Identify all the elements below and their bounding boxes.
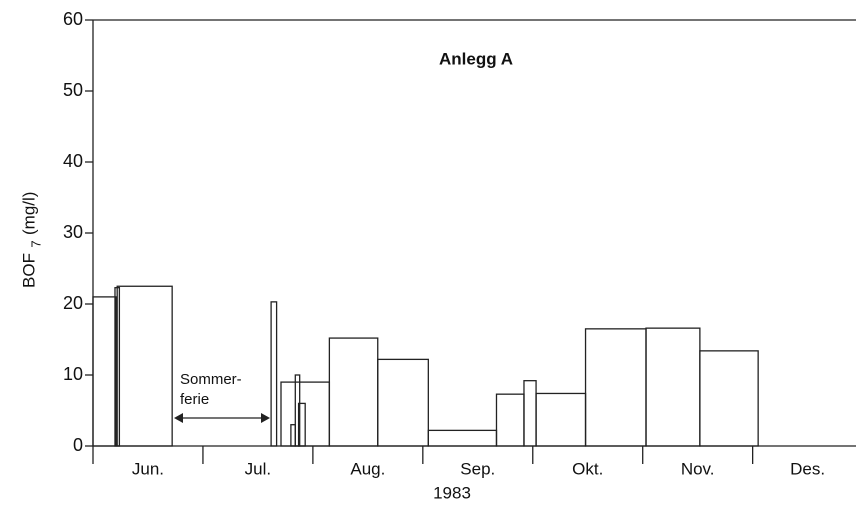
y-tick-label: 50: [63, 80, 83, 100]
x-tick-label: Des.: [790, 459, 825, 478]
y-tick-label: 20: [63, 293, 83, 313]
y-tick-label: 0: [73, 435, 83, 455]
y-axis-label: BOF 7 (mg/l): [19, 192, 43, 288]
x-tick-label: Jul.: [245, 459, 271, 478]
bar: [328, 337, 379, 447]
bar: [584, 328, 647, 447]
bar: [297, 402, 306, 447]
bar: [116, 285, 173, 447]
y-label-subscript: 7: [28, 240, 43, 247]
x-tick-label: Jun.: [132, 459, 164, 478]
x-tick-label: Nov.: [681, 459, 715, 478]
annotation: Sommer-: [180, 371, 242, 388]
annotation: ferie: [180, 391, 209, 408]
y-tick-label: 10: [63, 364, 83, 384]
y-tick-label: 30: [63, 222, 83, 242]
bar: [290, 424, 296, 447]
bar: [427, 429, 498, 447]
x-axis-label: 1983: [433, 483, 471, 502]
x-tick-label: Sep.: [460, 459, 495, 478]
x-tick-label: Okt.: [572, 459, 603, 478]
bar: [535, 392, 587, 447]
bar: [699, 350, 759, 447]
arrow-head: [174, 413, 183, 423]
bar: [294, 374, 301, 447]
bar: [645, 327, 701, 447]
bar: [523, 380, 537, 447]
bar: [92, 296, 117, 447]
y-tick-label: 40: [63, 151, 83, 171]
arrow-head: [261, 413, 270, 423]
y-tick-label: 60: [63, 9, 83, 29]
chart-title: Anlegg A: [439, 49, 513, 68]
y-label-unit: (mg/l): [19, 192, 38, 235]
arrow: [174, 413, 270, 423]
x-tick-label: Aug.: [350, 459, 385, 478]
bar: [377, 358, 429, 447]
bar: [270, 301, 278, 447]
bar: [495, 393, 525, 447]
y-label-text: BOF: [19, 253, 38, 288]
